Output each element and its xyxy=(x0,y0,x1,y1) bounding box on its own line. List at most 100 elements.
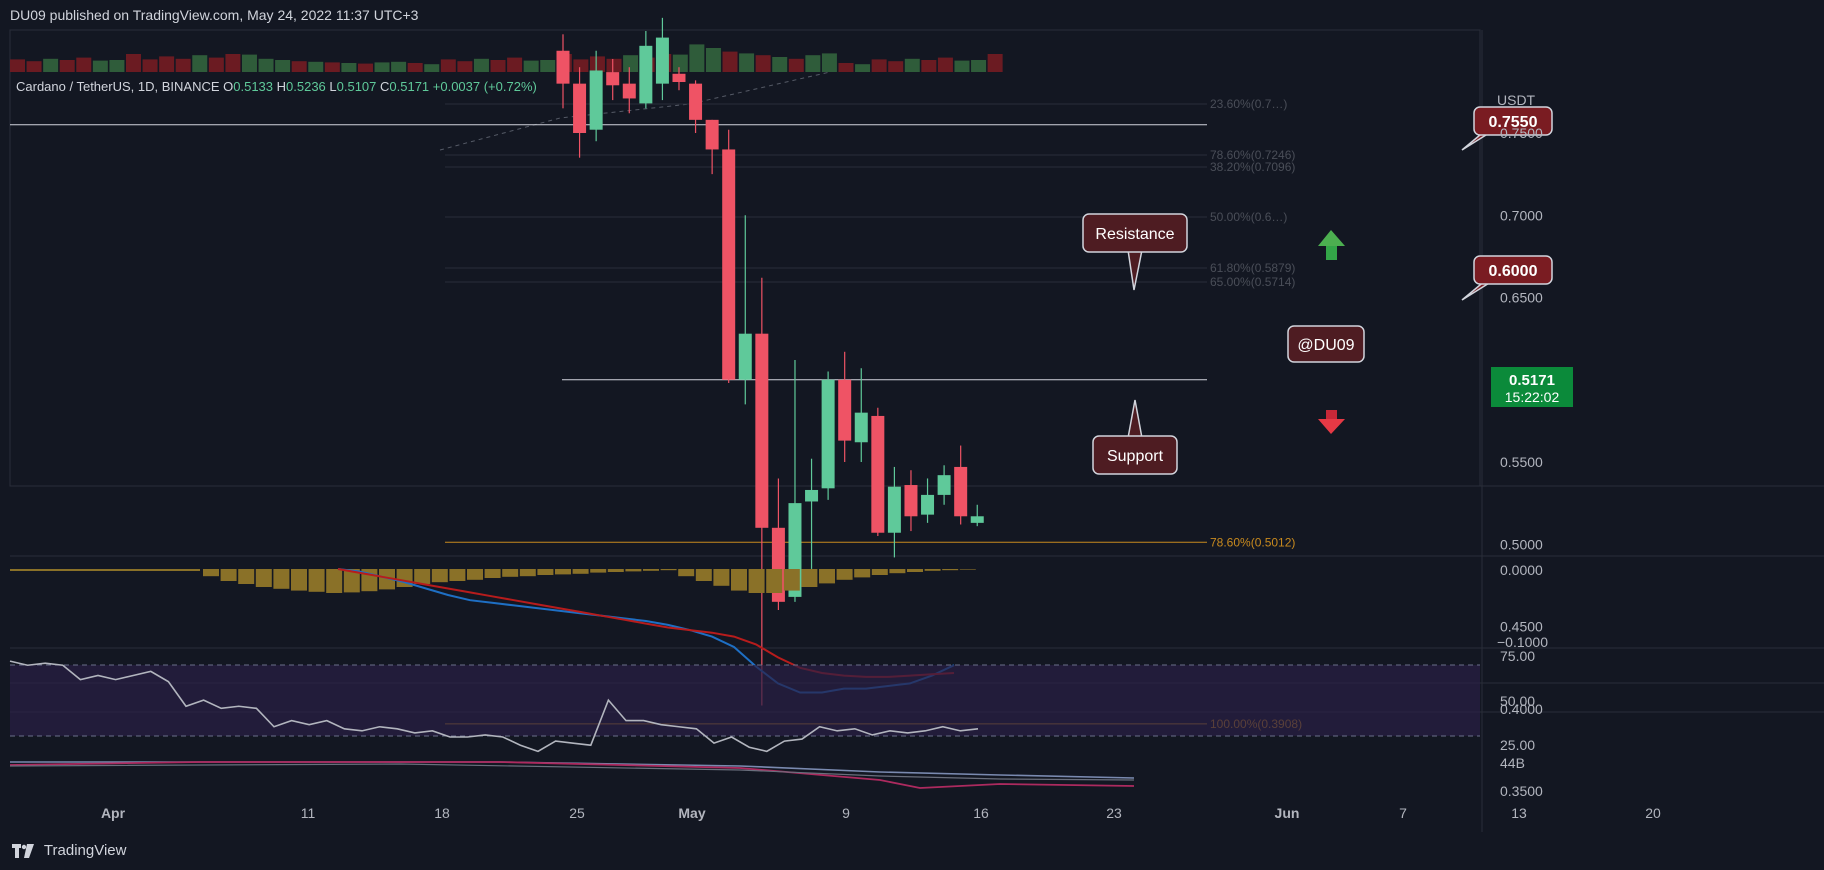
time-tick: 9 xyxy=(842,805,850,821)
macd-hist-bar xyxy=(484,569,501,578)
candle-body xyxy=(705,119,719,150)
macd-hist-bar xyxy=(607,569,624,572)
candle-body xyxy=(573,83,587,133)
macd-hist-bar xyxy=(326,569,343,593)
price-tick: 0.4500 xyxy=(1500,619,1543,635)
macd-hist-bar xyxy=(836,569,853,580)
macd-hist-bar xyxy=(854,569,871,578)
rsi-tick: 25.00 xyxy=(1500,737,1535,753)
legend-close: 0.5171 xyxy=(389,79,432,94)
fib-label: 23.60%(0.7…) xyxy=(1210,97,1287,111)
macd-hist-bar xyxy=(678,569,695,577)
macd-hist-bar xyxy=(555,569,571,575)
macd-hist-bar xyxy=(660,569,677,571)
level-callout-0755-box xyxy=(1473,106,1553,136)
resistance-callout-text: Resistance xyxy=(1095,226,1174,243)
volume-bar xyxy=(490,60,506,72)
macd-hist-bar xyxy=(537,569,554,575)
volume-bar xyxy=(507,57,523,72)
candle-body xyxy=(871,415,885,533)
price-tick: 0.4000 xyxy=(1500,701,1543,717)
tradingview-logo-icon xyxy=(12,844,34,859)
current-price-badge xyxy=(1491,367,1573,407)
candle-body xyxy=(838,379,852,441)
macd-hist-bar xyxy=(889,569,906,574)
volume-bar xyxy=(291,61,307,72)
volume-layer xyxy=(10,44,1003,72)
macd-hist-bar xyxy=(502,569,519,577)
time-tick: 11 xyxy=(301,805,316,821)
volume-bar xyxy=(43,58,59,72)
candle-body xyxy=(556,50,570,84)
volume-bar xyxy=(523,60,539,72)
candle-body xyxy=(854,412,868,443)
rsi-line xyxy=(9,660,979,753)
volume-bar xyxy=(159,56,175,72)
author-callout-box xyxy=(1287,325,1365,363)
macd-tick: 0.0000 xyxy=(1500,562,1543,578)
macd-hist-bar xyxy=(467,569,483,580)
footer-bar: TradingView xyxy=(0,832,1824,870)
fib-label: 61.80%(0.5879) xyxy=(1210,261,1295,275)
volume-bar xyxy=(739,53,755,72)
author-callout: @DU09 xyxy=(1287,325,1365,363)
price-tick: 0.6500 xyxy=(1500,290,1543,306)
fib-label: 65.00%(0.5714) xyxy=(1210,275,1295,289)
volume-bar xyxy=(540,60,556,72)
volume-bar xyxy=(838,63,854,72)
price-chart[interactable]: 23.60%(0.7…) 78.60%(0.7246)38.20%(0.7096)… xyxy=(0,0,1824,832)
resistance-callout-box xyxy=(1082,213,1188,253)
volume-bar xyxy=(208,57,224,72)
macd-hist-bar xyxy=(308,569,325,592)
macd-hist-flat xyxy=(10,569,200,571)
candle-body xyxy=(921,494,935,515)
volume-bar xyxy=(192,55,208,72)
volume-bar xyxy=(26,61,42,72)
candle-body xyxy=(805,489,819,502)
candle-body xyxy=(954,466,968,517)
macd-hist-bar xyxy=(783,569,800,591)
legend-c: C xyxy=(380,79,389,94)
fib-label: 78.60%(0.7246) xyxy=(1210,148,1295,162)
volume-bar xyxy=(705,48,721,72)
volume-bar xyxy=(888,61,904,72)
candle-body xyxy=(821,379,835,489)
macd-hist-bar xyxy=(203,569,219,577)
volume-bar xyxy=(971,60,987,72)
volume-bar xyxy=(589,56,605,72)
volume-bar xyxy=(937,57,953,72)
candles-layer xyxy=(556,17,984,706)
volume-bar xyxy=(805,55,821,72)
candle-body xyxy=(970,516,984,523)
volume-bar xyxy=(92,60,108,72)
volume-bar xyxy=(241,54,257,72)
level-callout-06-text: 0.6000 xyxy=(1489,263,1538,280)
publisher-text: DU09 published on TradingView.com, May 2… xyxy=(10,7,419,23)
fib-label: 50.00%(0.6…) xyxy=(1210,210,1287,224)
legend-open: 0.5133 xyxy=(233,79,276,94)
current-price-text: 0.5171 xyxy=(1509,372,1555,389)
volume-bar xyxy=(921,60,937,72)
volume-bar xyxy=(357,63,373,72)
volume-bar xyxy=(788,58,804,72)
macd-layer xyxy=(10,568,976,694)
legend-l: L xyxy=(329,79,336,94)
volume-bar xyxy=(473,58,489,72)
level-callout-06-box xyxy=(1473,255,1553,285)
legend-h: H xyxy=(277,79,286,94)
volume-bar xyxy=(772,57,788,72)
level-callout-0755: 0.7550 xyxy=(1461,106,1553,151)
ohlc-legend: Cardano / TetherUS, 1D, BINANCE O0.5133 … xyxy=(16,79,537,94)
vol-osc-line-b xyxy=(9,761,1135,789)
price-tick: 0.5000 xyxy=(1500,536,1543,552)
volume-bar xyxy=(987,54,1003,72)
macd-hist-bar xyxy=(907,569,923,572)
macd-hist-bar xyxy=(748,569,765,593)
time-tick: Jun xyxy=(1275,805,1300,821)
legend-symbol: Cardano / TetherUS, 1D, BINANCE xyxy=(16,79,223,94)
time-tick: 25 xyxy=(569,805,585,821)
volume-bar xyxy=(606,58,622,72)
macd-hist-bar xyxy=(766,569,783,593)
candle-body xyxy=(639,45,653,104)
signal-line xyxy=(337,568,955,678)
